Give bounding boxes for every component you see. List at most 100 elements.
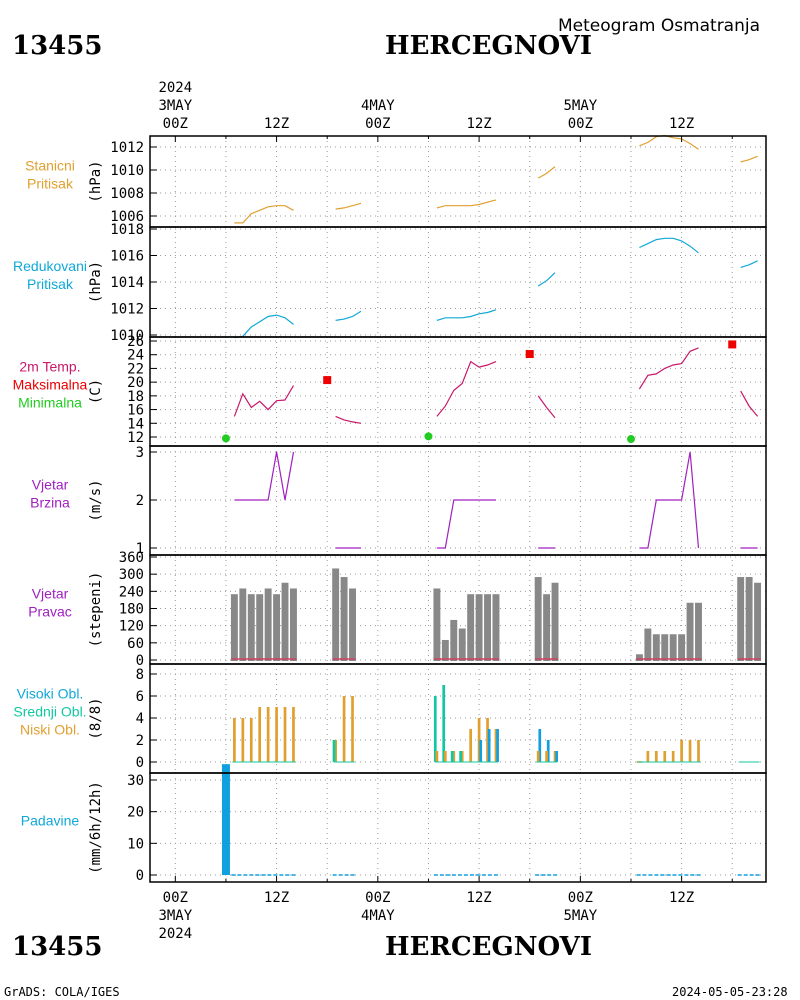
grid-layer xyxy=(150,136,766,882)
y-tick-label: 3 xyxy=(136,445,144,461)
panel-unit: (mm/6h/12h) xyxy=(88,781,104,874)
wind-direction-bar xyxy=(230,594,238,661)
series-line xyxy=(335,310,362,321)
y-tick-label: 1010 xyxy=(110,328,144,344)
y-tick-label: 0 xyxy=(136,755,144,771)
y-tick-label: 4 xyxy=(136,711,144,727)
panel-label: Padavine xyxy=(21,813,80,829)
panel-unit: (C) xyxy=(88,379,104,404)
cloud-bar xyxy=(494,729,498,762)
y-tick-label: 1018 xyxy=(110,222,144,238)
panel-unit: (hPa) xyxy=(88,160,104,202)
y-tick-label: 60 xyxy=(127,636,144,652)
cloud-bar xyxy=(443,751,447,762)
wind-direction-bar xyxy=(264,588,272,661)
cloud-bar xyxy=(680,740,683,762)
series-line xyxy=(436,309,497,321)
panel-label: Redukovani xyxy=(13,258,87,274)
panel-label: Visoki Obl. xyxy=(17,686,84,702)
station-name-bottom: HERCEGNOVI xyxy=(385,932,592,962)
y-tick-label: 120 xyxy=(119,619,144,635)
series-line xyxy=(639,451,700,549)
panel-label: Pritisak xyxy=(27,176,74,192)
cloud-bar xyxy=(555,751,559,762)
cloud-bar xyxy=(435,751,439,762)
precip-bar xyxy=(221,764,230,875)
wind-direction-bar xyxy=(332,568,340,661)
series-line xyxy=(740,155,758,163)
data-layer xyxy=(221,134,762,876)
max-temp-marker xyxy=(728,340,737,349)
y-tick-label: 12 xyxy=(127,430,144,446)
wind-direction-bar xyxy=(475,594,483,661)
wind-direction-bar xyxy=(754,582,762,661)
y-tick-label: 1006 xyxy=(110,209,144,225)
cloud-bar xyxy=(536,751,540,762)
x-tick-label-bottom: 00Z xyxy=(365,890,390,906)
cloud-bar xyxy=(233,718,236,762)
series-line xyxy=(335,202,362,210)
cloud-bar xyxy=(553,751,557,762)
cloud-bar xyxy=(487,729,491,762)
wind-direction-bar xyxy=(450,619,458,661)
x-tick-label-top: 00Z xyxy=(365,116,390,132)
wind-direction-bar xyxy=(239,588,247,661)
cloud-bar xyxy=(266,707,270,762)
wind-direction-bar xyxy=(686,602,694,661)
wind-direction-bar xyxy=(349,588,356,661)
cloud-bar xyxy=(697,740,700,762)
cloud-bar xyxy=(460,751,464,762)
y-tick-label: 18 xyxy=(127,389,144,405)
y-tick-label: 1012 xyxy=(110,140,144,156)
day-label-top: 3MAY xyxy=(158,98,192,114)
x-tick-label-top: 00Z xyxy=(568,116,593,132)
x-tick-label-top: 00Z xyxy=(163,116,188,132)
panel-unit: (8/8) xyxy=(88,697,104,739)
series-line xyxy=(234,314,294,339)
panel-frame xyxy=(149,135,767,228)
series-line xyxy=(335,415,362,424)
station-name-top: HERCEGNOVI xyxy=(385,31,592,61)
y-tick-label: 1010 xyxy=(110,163,144,179)
panel-frame xyxy=(149,226,767,338)
cloud-bar xyxy=(479,740,483,762)
cloud-bar xyxy=(433,696,437,762)
wind-direction-bar xyxy=(534,577,542,661)
series-line xyxy=(436,360,497,417)
cloud-bar xyxy=(477,718,481,762)
timestamp-text: 2024-05-05-23:28 xyxy=(672,985,788,999)
wind-direction-bar xyxy=(652,634,660,661)
y-tick-label: 14 xyxy=(127,416,144,432)
wind-direction-bar xyxy=(467,594,475,661)
credit-text: GrADS: COLA/IGES xyxy=(4,985,120,999)
y-tick-label: 30 xyxy=(127,773,144,789)
min-temp-marker xyxy=(221,434,230,443)
wind-direction-bar xyxy=(669,634,677,661)
wind-direction-bar xyxy=(492,594,500,661)
series-line xyxy=(537,395,556,419)
wind-direction-bar xyxy=(340,577,348,661)
x-tick-label-top: 12Z xyxy=(669,116,694,132)
cloud-bar xyxy=(459,751,462,762)
cloud-bar xyxy=(538,729,542,762)
y-tick-label: 1 xyxy=(136,541,144,557)
product-title: Meteogram Osmatranja xyxy=(558,16,760,36)
panel-label: Minimalna xyxy=(18,395,82,411)
panel-label: 2m Temp. xyxy=(19,359,80,375)
y-tick-label: 300 xyxy=(119,567,144,583)
y-tick-label: 0 xyxy=(136,653,144,669)
x-tick-label-bottom: 12Z xyxy=(466,890,491,906)
y-tick-label: 16 xyxy=(127,403,144,419)
y-tick-label: 24 xyxy=(127,348,144,364)
series-line xyxy=(436,199,497,209)
wind-direction-bar xyxy=(441,639,449,661)
wind-direction-bar xyxy=(543,594,551,661)
cloud-bar xyxy=(334,740,337,762)
panel-label: Vjetar xyxy=(32,586,69,602)
wind-direction-bar xyxy=(289,588,297,661)
y-tick-label: 26 xyxy=(127,334,144,350)
panel-label: Vjetar xyxy=(32,477,69,493)
series-line xyxy=(740,390,759,417)
